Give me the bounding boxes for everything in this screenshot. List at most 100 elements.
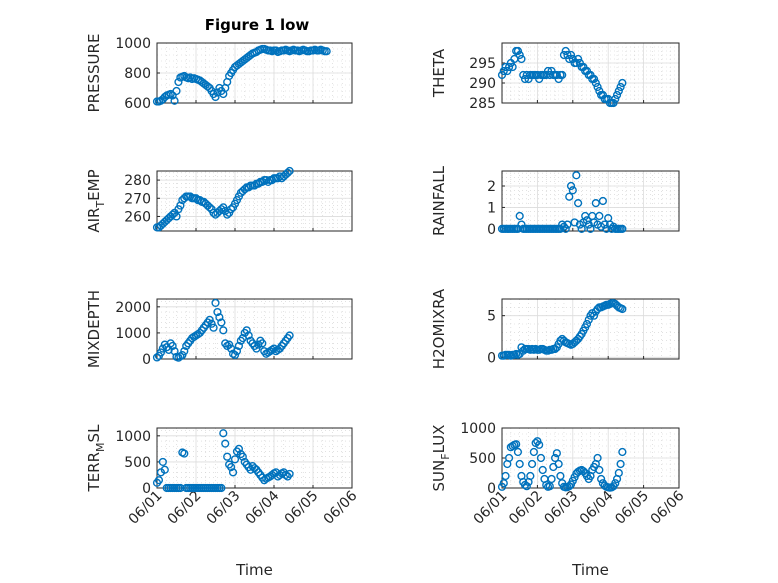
x-axis-label: Time	[235, 561, 273, 579]
data-point	[217, 205, 226, 214]
y-axis-label: MIXDEPTH	[85, 290, 103, 368]
y-tick-label: 0	[487, 222, 496, 238]
data-point	[582, 216, 592, 225]
data-point	[595, 211, 604, 221]
x-tick-label: 06/06	[648, 488, 688, 528]
data-point	[232, 347, 242, 356]
data-point	[565, 54, 574, 64]
data-point	[501, 471, 510, 481]
axes-box	[501, 298, 680, 360]
data-point	[545, 482, 554, 491]
data-point	[561, 46, 570, 56]
x-tick-label: 06/05	[612, 488, 652, 528]
y-axis-label: H2OMIXRA	[430, 288, 448, 369]
y-tick-label: 500	[124, 455, 151, 471]
data-point	[223, 452, 232, 461]
data-point	[264, 177, 273, 187]
y-tick-label: 0	[142, 481, 151, 497]
y-axis-label: THETA	[430, 48, 448, 98]
data-point	[513, 46, 523, 56]
data-point	[566, 181, 576, 191]
y-label-subscript: F	[439, 453, 452, 459]
y-tick-label: 270	[124, 191, 151, 207]
data-point	[244, 331, 253, 340]
axes-box	[156, 298, 353, 360]
data-point	[499, 66, 508, 76]
data-point	[565, 192, 574, 201]
y-label-main: TERR	[85, 452, 103, 493]
y-tick-label: 5	[487, 309, 496, 325]
figure-title: Figure 1 low	[205, 16, 310, 34]
data-point	[618, 78, 627, 88]
x-tick-label: 06/06	[321, 488, 361, 528]
data-point	[526, 471, 535, 481]
data-point	[215, 313, 224, 322]
data-point	[180, 449, 189, 458]
data-point	[515, 459, 524, 469]
x-tick-label: 06/02	[165, 488, 205, 528]
data-point	[172, 86, 181, 96]
data-point	[552, 70, 561, 80]
data-point	[217, 318, 226, 327]
data-point	[543, 66, 553, 76]
subplot-6: 0 5 H2OMIXRA	[430, 288, 680, 369]
data-point	[258, 177, 267, 187]
data-point	[176, 483, 185, 493]
subplot-2: 285 290 295 THETA	[430, 42, 680, 112]
subplot-8: 0500100006/0106/0206/0306/0406/0506/06Ti…	[430, 421, 688, 579]
data-point	[228, 468, 238, 477]
y-axis-label: RAINFALL	[430, 165, 448, 236]
data-point	[207, 319, 216, 328]
y-label-subscript: T	[94, 201, 107, 209]
data-point	[611, 94, 620, 104]
y-tick-label: 500	[469, 451, 496, 467]
axes-box	[156, 427, 353, 489]
x-tick-label: 06/02	[506, 488, 546, 528]
data-point	[616, 459, 625, 469]
x-tick-label: 06/03	[204, 488, 244, 528]
data-point	[582, 319, 592, 329]
data-point	[584, 315, 593, 324]
y-label-main: SUN	[430, 460, 448, 492]
y-tick-label: 1000	[115, 36, 151, 52]
data-point	[568, 186, 577, 195]
data-point	[180, 347, 189, 356]
data-point	[285, 166, 294, 176]
data-point	[285, 331, 294, 340]
data-point	[322, 47, 331, 56]
data-point	[614, 468, 623, 478]
y-tick-label: 1000	[115, 429, 151, 445]
data-point	[589, 311, 599, 320]
data-point	[213, 307, 222, 317]
data-point	[504, 453, 514, 463]
y-tick-label: 2000	[115, 300, 151, 316]
data-point	[262, 175, 271, 185]
y-tick-label: 0	[487, 481, 496, 497]
data-point	[574, 54, 583, 64]
data-point	[156, 348, 166, 357]
subplot-4: 0 1 2 RAINFALL	[430, 165, 680, 238]
data-point	[552, 449, 561, 458]
data-point	[211, 298, 220, 308]
data-point	[529, 447, 538, 457]
x-tick-label: 06/05	[282, 488, 322, 528]
data-point	[158, 344, 167, 353]
x-tick-label: 06/04	[243, 488, 283, 528]
data-point	[598, 196, 607, 206]
data-point	[586, 224, 595, 233]
data-point	[211, 92, 220, 102]
data-point	[267, 345, 277, 354]
data-point	[230, 455, 240, 464]
data-point	[174, 77, 183, 87]
data-point	[611, 479, 620, 488]
data-point	[504, 62, 514, 72]
data-point	[595, 465, 604, 475]
data-point	[172, 212, 181, 221]
data-point	[497, 70, 507, 80]
data-point	[566, 50, 576, 60]
data-point	[219, 326, 228, 335]
data-point	[536, 453, 546, 463]
y-axis-label: PRESSURE	[85, 34, 103, 113]
data-point	[616, 82, 625, 92]
